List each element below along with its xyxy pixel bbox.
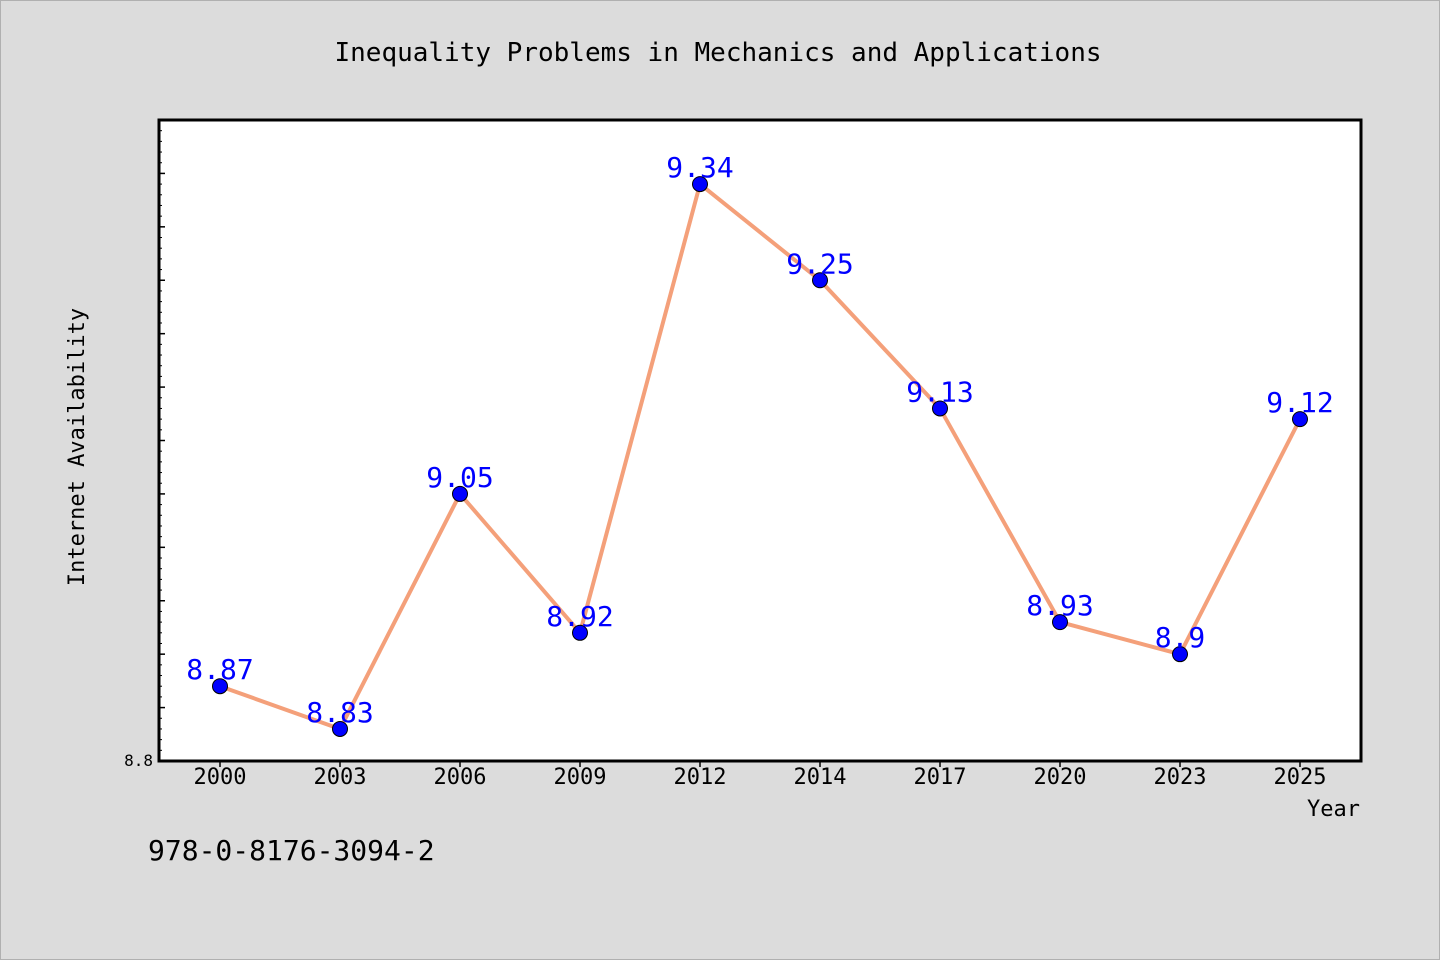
x-tick-label: 2006	[434, 765, 487, 790]
x-tick-label: 2012	[674, 765, 727, 790]
data-label: 8.9	[1155, 621, 1206, 654]
x-tick-label: 2014	[794, 765, 847, 790]
data-label: 8.93	[1026, 589, 1093, 622]
data-label: 9.34	[666, 151, 733, 184]
data-point	[1172, 646, 1188, 663]
data-label: 9.13	[906, 375, 973, 408]
data-point	[812, 272, 828, 289]
x-tick-label: 2020	[1034, 765, 1087, 790]
isbn-text: 978-0-8176-3094-2	[148, 834, 435, 867]
data-label: 8.92	[546, 600, 613, 633]
data-point	[932, 400, 948, 417]
y-axis-ticks: 8.8	[124, 119, 165, 770]
x-tick-label: 2003	[314, 765, 367, 790]
x-axis-label: Year	[1307, 797, 1360, 822]
x-tick-label: 2000	[194, 765, 247, 790]
data-point	[452, 485, 468, 502]
data-labels: 8.87 8.83 9.05 8.92 9.34 9.25 9.13 8.93 8.9 9.12	[186, 151, 1333, 729]
plot-area	[157, 118, 1363, 763]
series-line-group	[219, 182, 1302, 731]
data-label: 9.12	[1266, 386, 1333, 419]
data-markers	[212, 176, 1308, 737]
chart-title: Inequality Problems in Mechanics and App…	[334, 38, 1101, 68]
x-tick-label: 2009	[554, 765, 607, 790]
data-point	[1292, 411, 1308, 428]
data-point	[572, 624, 588, 641]
data-point	[692, 176, 708, 193]
x-tick-label: 2025	[1274, 765, 1327, 790]
data-label: 9.05	[426, 461, 493, 494]
x-axis-ticks: 2000 2003 2006 2009 2012 2014 2017 2020 2023 2025	[194, 761, 1327, 790]
x-tick-label: 2023	[1154, 765, 1207, 790]
data-label: 8.83	[306, 696, 373, 729]
y-axis-label: Internet Availability	[65, 308, 90, 586]
y-tick-label: 8.8	[124, 751, 153, 770]
series-line	[219, 182, 1302, 731]
data-point	[332, 720, 348, 737]
data-point	[212, 678, 228, 695]
data-point	[1052, 614, 1068, 631]
x-tick-label: 2017	[914, 765, 967, 790]
data-label: 9.25	[786, 247, 853, 280]
data-label: 8.87	[186, 653, 253, 686]
